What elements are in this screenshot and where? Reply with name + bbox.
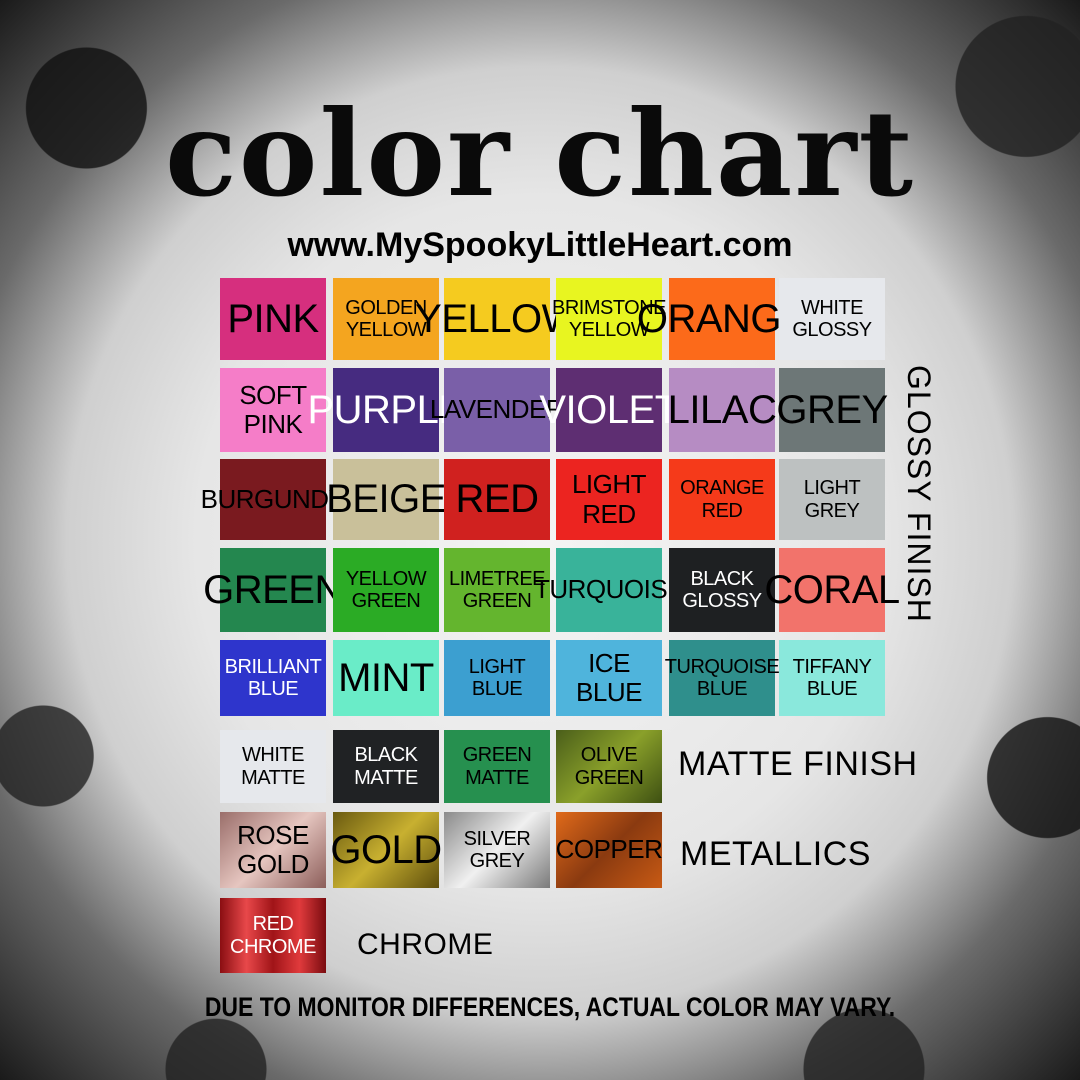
color-swatch: BURGUNDY bbox=[201, 459, 346, 540]
color-swatch: TURQUOISE BLUE bbox=[665, 640, 780, 716]
color-swatch: ORANGE RED bbox=[669, 459, 775, 540]
color-swatch: COPPER bbox=[556, 812, 663, 888]
color-swatch: LIGHT RED bbox=[556, 459, 662, 540]
color-swatch: OLIVE GREEN bbox=[556, 730, 662, 803]
color-swatch: SILVER GREY bbox=[444, 812, 550, 888]
metallics-label: METALLICS bbox=[680, 835, 871, 873]
color-swatch: MINT bbox=[333, 640, 439, 716]
color-swatch: LIMETREE GREEN bbox=[444, 548, 550, 632]
color-swatch: LAVENDER bbox=[430, 368, 565, 452]
color-swatch: BRIMSTONE YELLOW bbox=[552, 278, 667, 360]
color-swatch: LILAC bbox=[668, 368, 777, 452]
chrome-label: CHROME bbox=[357, 928, 494, 961]
color-swatch: GREY bbox=[776, 368, 888, 452]
color-swatch: TURQUOISE bbox=[534, 548, 685, 632]
color-swatch: BEIGE bbox=[326, 459, 446, 540]
color-swatch: YELLOW GREEN bbox=[333, 548, 439, 632]
color-swatch: VIOLET bbox=[539, 368, 679, 452]
color-swatch: RED bbox=[444, 459, 550, 540]
color-swatch: LIGHT BLUE bbox=[444, 640, 550, 716]
color-swatch: CORAL bbox=[764, 548, 900, 632]
color-swatch: GOLD bbox=[330, 812, 442, 888]
color-swatch: GREEN bbox=[203, 548, 343, 632]
website-url: www.MySpookyLittleHeart.com bbox=[287, 226, 793, 264]
color-swatch: WHITE GLOSSY bbox=[779, 278, 885, 360]
color-swatch: PINK bbox=[220, 278, 326, 360]
glossy-finish-label: GLOSSY FINISH bbox=[901, 365, 937, 623]
color-swatch: RED CHROME bbox=[220, 898, 326, 973]
color-swatch: BLACK GLOSSY bbox=[669, 548, 775, 632]
color-swatch: PURPLE bbox=[307, 368, 465, 452]
color-swatch: TIFFANY BLUE bbox=[779, 640, 885, 716]
color-swatch: LIGHT GREY bbox=[779, 459, 885, 540]
color-swatch: WHITE MATTE bbox=[220, 730, 326, 803]
color-swatch: BLACK MATTE bbox=[333, 730, 439, 803]
page-title: color chart bbox=[164, 84, 916, 223]
color-swatch: ICE BLUE bbox=[556, 640, 662, 716]
color-swatch: YELLOW bbox=[415, 278, 579, 360]
color-swatch: ROSE GOLD bbox=[220, 812, 326, 888]
color-swatch: BRILLIANT BLUE bbox=[220, 640, 326, 716]
color-swatch: ORANGE bbox=[637, 278, 808, 360]
disclaimer: DUE TO MONITOR DIFFERENCES, ACTUAL COLOR… bbox=[204, 992, 896, 1022]
color-swatch: GREEN MATTE bbox=[444, 730, 550, 803]
color-swatch: GOLDEN YELLOW bbox=[333, 278, 439, 360]
color-swatch: SOFT PINK bbox=[220, 368, 326, 452]
matte-finish-label: MATTE FINISH bbox=[678, 745, 918, 783]
